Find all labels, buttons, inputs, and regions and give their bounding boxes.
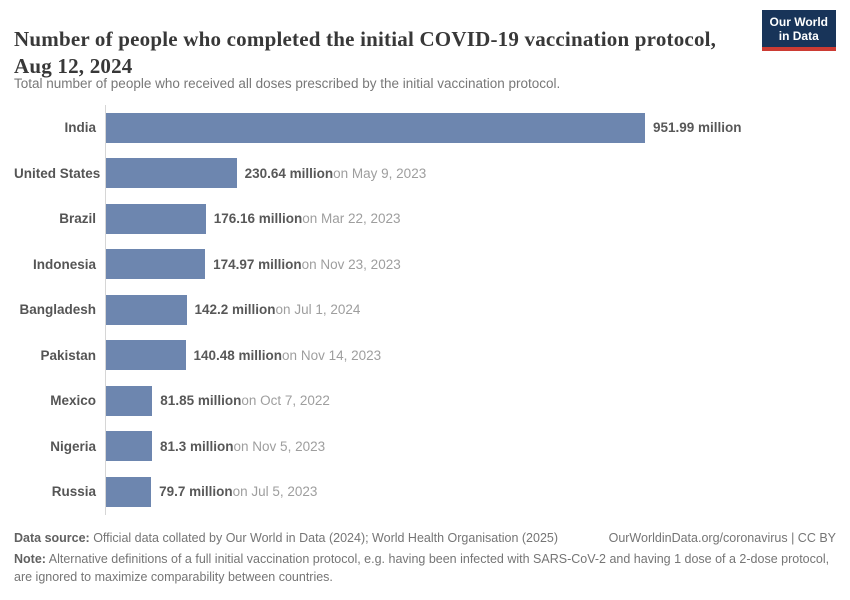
bar-area: 230.64 million on May 9, 2023 <box>105 150 836 196</box>
category-label[interactable]: Russia <box>51 484 96 500</box>
category-label[interactable]: Nigeria <box>50 438 96 454</box>
owid-logo-line2: in Data <box>778 29 819 43</box>
date-label: on Jul 1, 2024 <box>275 302 361 318</box>
chart-row: Nigeria 81.3 million on Nov 5, 2023 <box>14 423 836 469</box>
chart-row: India 951.99 million <box>14 105 836 151</box>
chart-footer: Data source: Official data collated by O… <box>14 529 836 586</box>
value-label: 142.2 million <box>194 302 276 318</box>
bar-chart: India 951.99 million United States 230.64 m… <box>14 105 836 515</box>
value-label: 81.85 million <box>160 393 242 409</box>
date-label: on Mar 22, 2023 <box>302 211 401 227</box>
chart-note: Note: Alternative definitions of a full … <box>14 550 836 586</box>
bar[interactable] <box>106 112 645 143</box>
date-label: on Jul 5, 2023 <box>232 484 318 500</box>
value-label: 951.99 million <box>653 120 742 136</box>
owid-logo: Our World in Data <box>761 10 836 51</box>
bar-area: 140.48 million on Nov 14, 2023 <box>105 332 836 378</box>
date-label: on Nov 5, 2023 <box>233 438 326 454</box>
note-label: Note: <box>14 552 46 566</box>
chart-row: Russia 79.7 million on Jul 5, 2023 <box>14 469 836 515</box>
category-label[interactable]: Bangladesh <box>19 302 96 318</box>
bar[interactable] <box>106 385 153 416</box>
category-label[interactable]: Indonesia <box>32 256 96 272</box>
bar[interactable] <box>106 340 186 371</box>
chart-rows: India 951.99 million United States 230.64 m… <box>14 105 836 515</box>
bar-area: 951.99 million <box>105 105 836 151</box>
source-link[interactable]: OurWorldinData.org/coronavirus | CC BY <box>608 531 836 545</box>
page-title: Number of people who completed the initi… <box>14 27 717 79</box>
chart-row: Pakistan 140.48 million on Nov 14, 2023 <box>14 332 836 378</box>
value-label: 79.7 million <box>159 484 233 500</box>
bar-area: 142.2 million on Jul 1, 2024 <box>105 287 836 333</box>
value-label: 140.48 million <box>193 347 283 363</box>
bar-area: 174.97 million on Nov 23, 2023 <box>105 241 836 287</box>
bar-area: 81.3 million on Nov 5, 2023 <box>105 423 836 469</box>
value-label: 230.64 million <box>244 165 334 181</box>
date-label: on Oct 7, 2022 <box>241 393 330 409</box>
chart-row: Brazil 176.16 million on Mar 22, 2023 <box>14 196 836 242</box>
value-label: 176.16 million <box>213 211 303 227</box>
chart-row: United States 230.64 million on May 9, 202… <box>14 150 836 196</box>
date-label: on Nov 14, 2023 <box>282 347 382 363</box>
chart-subtitle: Total number of people who received all … <box>14 76 561 91</box>
bar[interactable] <box>106 294 187 325</box>
bar-area: 176.16 million on Mar 22, 2023 <box>105 196 836 242</box>
data-source: Data source: Official data collated by O… <box>14 529 558 547</box>
category-label[interactable]: India <box>64 120 96 136</box>
category-label[interactable]: United States <box>14 165 101 181</box>
note-text: Alternative definitions of a full initia… <box>14 552 830 584</box>
bar-area: 79.7 million on Jul 5, 2023 <box>105 469 836 515</box>
bar[interactable] <box>106 431 152 462</box>
owid-logo-line1: Our World <box>769 15 828 29</box>
bar[interactable] <box>106 203 206 234</box>
date-label: on May 9, 2023 <box>333 165 427 181</box>
value-label: 81.3 million <box>160 438 234 454</box>
category-label[interactable]: Pakistan <box>40 347 96 363</box>
bar-area: 81.85 million on Oct 7, 2022 <box>105 378 836 424</box>
bar[interactable] <box>106 249 206 280</box>
chart-row: Indonesia 174.97 million on Nov 23, 2023 <box>14 241 836 287</box>
data-source-label: Data source: <box>14 531 90 545</box>
chart-row: Mexico 81.85 million on Oct 7, 2022 <box>14 378 836 424</box>
date-label: on Nov 23, 2023 <box>301 256 401 272</box>
category-label[interactable]: Brazil <box>59 211 96 227</box>
bar[interactable] <box>106 476 152 507</box>
value-label: 174.97 million <box>213 256 302 272</box>
data-source-text: Official data collated by Our World in D… <box>89 531 559 545</box>
bar[interactable] <box>106 158 237 189</box>
chart-row: Bangladesh 142.2 million on Jul 1, 2024 <box>14 287 836 333</box>
category-label[interactable]: Mexico <box>50 393 96 409</box>
